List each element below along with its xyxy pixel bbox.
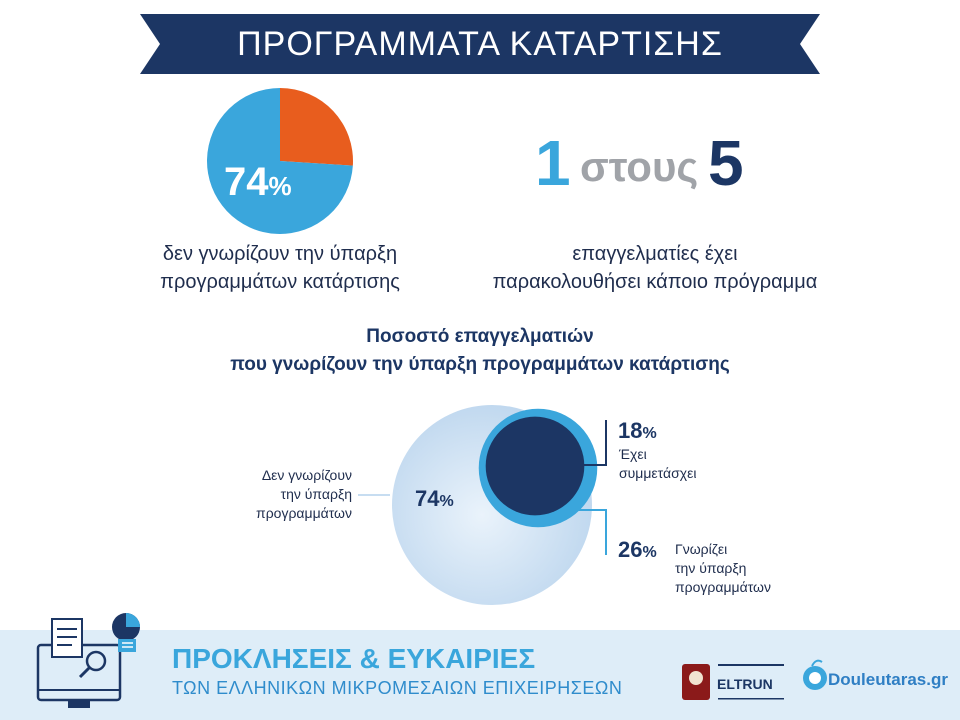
pie-caption-line: δεν γνωρίζουν την ύπαρξη [162,243,398,265]
pie-percent-label: 74% [224,160,292,204]
stat-caption-line: παρακολουθήσει κάποιο πρόγραμμα [492,271,818,293]
label-line: προγραμμάτων [675,579,771,595]
bubble-connectors [358,420,607,555]
label-line: την ύπαρξη [675,560,747,576]
label-line: Γνωρίζει [675,541,728,557]
page-title: ΠΡΟΓΡΑΜΜΑΤΑ ΚΑΤΑΡΤΙΣΗΣ [237,25,723,63]
value-aware: 26% [618,537,657,562]
label-line: την ύπαρξη [280,486,352,502]
footer-band [0,630,960,720]
stat-word: στους [580,143,699,190]
label-participated: Έχει συμμετάσχει [619,445,696,483]
label-not-aware: Δεν γνωρίζουν την ύπαρξη προγραμμάτων [236,466,352,523]
eltrun-logo-icon [682,664,784,700]
header-ribbon [140,14,820,74]
pie-caption-line: προγραμμάτων κατάρτισης [160,271,400,293]
label-line: προγραμμάτων [256,505,352,521]
value-not-aware: 74% [415,486,454,511]
label-line: Δεν γνωρίζουν [261,467,352,483]
monitor-analytics-icon [36,613,140,708]
label-line: Έχει [619,446,647,462]
awareness-bubble-chart [392,405,598,605]
connector-26 [568,509,607,555]
footer-subtitle: ΤΩΝ ΕΛΛΗΝΙΚΩΝ ΜΙΚΡΟΜΕΣΑΙΩΝ ΕΠΙΧΕΙΡΗΣΕΩΝ [172,678,623,698]
connector-18 [568,420,607,466]
awareness-pie-chart [206,88,353,235]
section-heading-line: που γνωρίζουν την ύπαρξη προγραμμάτων κα… [230,354,730,375]
footer-title: ΠΡΟΚΛΗΣΕΙΣ & ΕΥΚΑΙΡΙΕΣ [172,643,536,674]
pie-slice-not-aware [206,88,353,235]
stat-numerator: 1 [535,127,571,199]
label-aware: Γνωρίζει την ύπαρξη προγραμμάτων [675,540,771,597]
pie-slice-aware [280,88,353,166]
pie-caption: δεν γνωρίζουν την ύπαρξη προγραμμάτων κα… [130,240,430,296]
bubble-participated [485,416,585,516]
stat-caption: επαγγελματίες έχει παρακολουθήσει κάποιο… [470,240,840,296]
label-line: συμμετάσχει [619,465,697,481]
value-participated: 18% [618,418,657,443]
stat-denominator: 5 [708,127,744,199]
douleutaras-logo-icon [803,659,827,690]
douleutaras-logo-text: Douleutaras.gr [828,670,948,689]
eltrun-logo-text: ELTRUN [717,676,773,692]
stat-caption-line: επαγγελματίες έχει [572,243,738,265]
section-heading-line: Ποσοστό επαγγελματιών [366,326,594,347]
